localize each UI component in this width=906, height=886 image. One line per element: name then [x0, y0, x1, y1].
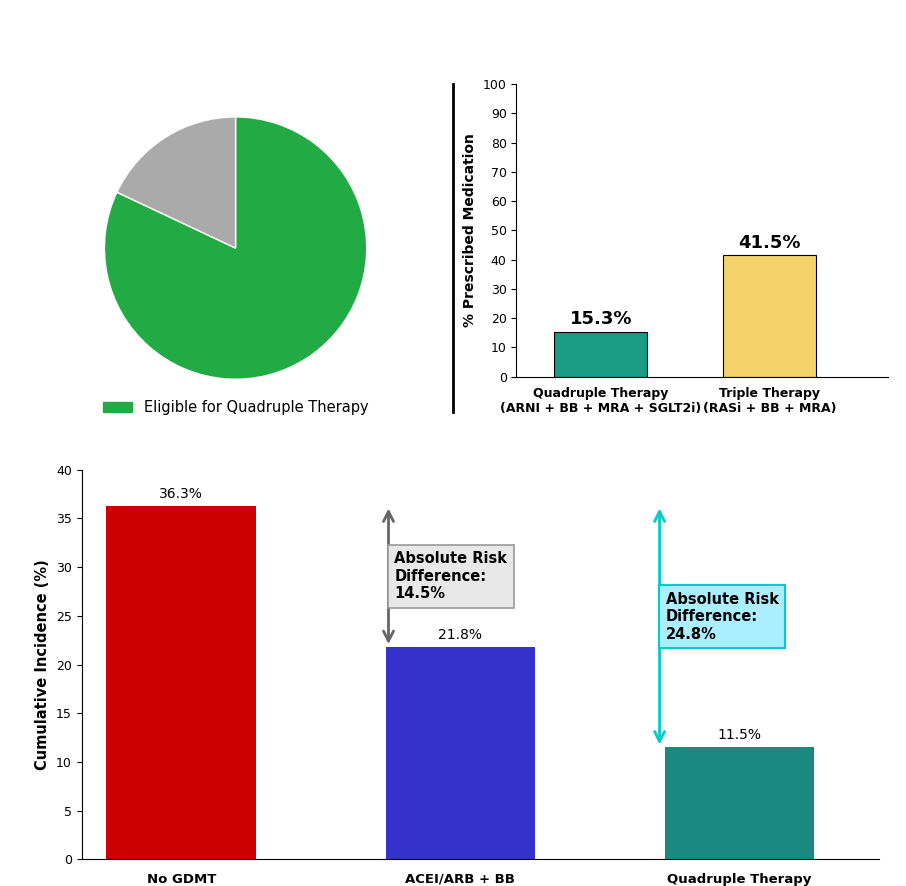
Bar: [386, 647, 535, 859]
Wedge shape: [104, 117, 367, 379]
Bar: [106, 506, 256, 859]
Text: A.   Proportion Eligible for Quadruple
        Therapy: A. Proportion Eligible for Quadruple The…: [44, 20, 409, 64]
Text: B.   Discharge Medications Among Patients
        Eligible for Quadruple Therapy: B. Discharge Medications Among Patients …: [468, 20, 891, 64]
Bar: [554, 332, 647, 377]
Text: 36.3%: 36.3%: [159, 486, 203, 501]
Y-axis label: % Prescribed Medication: % Prescribed Medication: [463, 134, 477, 327]
Text: C.   Estimated Effects of GDMT on 12-month All-Cause Mortality: C. Estimated Effects of GDMT on 12-month…: [130, 431, 776, 450]
Text: Absolute Risk
Difference:
14.5%: Absolute Risk Difference: 14.5%: [394, 551, 507, 602]
Text: 11.5%: 11.5%: [718, 728, 761, 742]
Wedge shape: [117, 117, 236, 248]
Text: 21.8%: 21.8%: [439, 628, 482, 642]
Text: 82%: 82%: [0, 445, 63, 478]
Bar: [665, 748, 814, 859]
Legend: Eligible for Quadruple Therapy: Eligible for Quadruple Therapy: [97, 394, 374, 421]
Y-axis label: Cumulative Incidence (%): Cumulative Incidence (%): [35, 559, 51, 770]
Bar: [723, 255, 816, 377]
Text: 15.3%: 15.3%: [570, 310, 632, 329]
Text: Absolute Risk
Difference:
24.8%: Absolute Risk Difference: 24.8%: [666, 592, 778, 641]
Text: 41.5%: 41.5%: [738, 234, 801, 252]
